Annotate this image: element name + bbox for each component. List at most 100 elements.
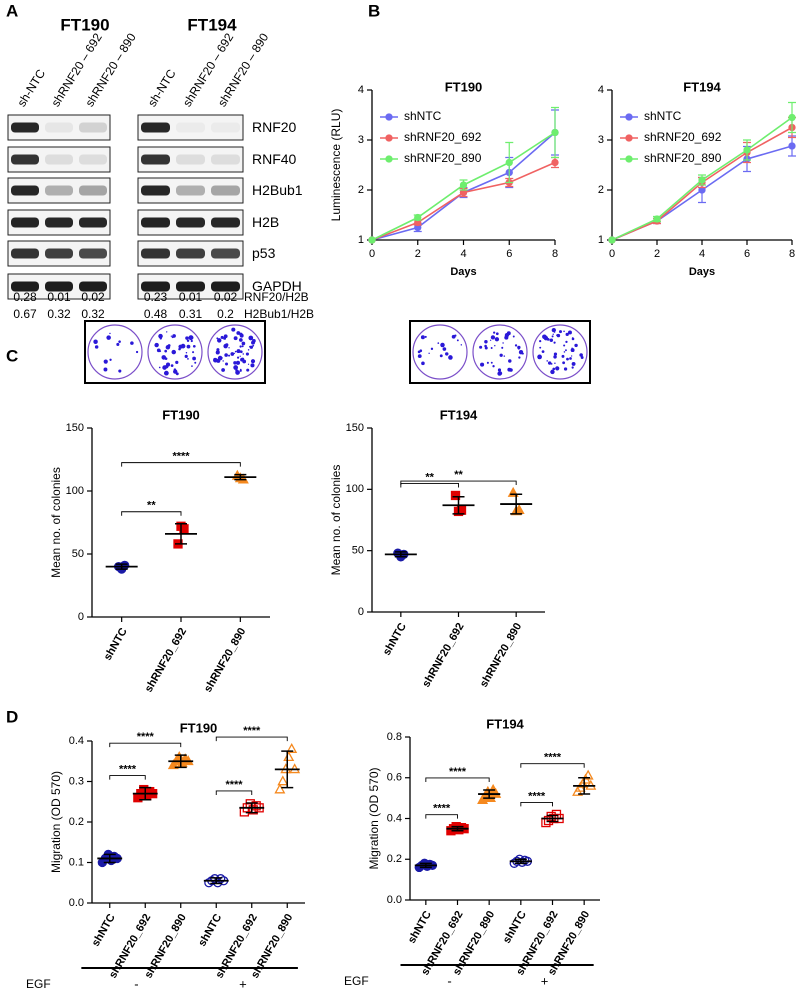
- plate: [87, 324, 143, 380]
- colony: [171, 349, 176, 355]
- ratio-value: 0.23: [144, 290, 168, 304]
- sd-bar: [139, 786, 152, 801]
- colony: [445, 352, 449, 356]
- ratio-value: 0.31: [179, 307, 203, 321]
- colony: [116, 342, 120, 346]
- y-tick-label: 50: [352, 545, 364, 557]
- chart-title: FT194: [440, 407, 478, 422]
- y-tick-label: 0: [78, 611, 84, 623]
- chart-title: FT190: [180, 720, 218, 735]
- colony: [440, 342, 445, 348]
- band: [141, 154, 170, 165]
- colony: [419, 349, 423, 352]
- band: [141, 122, 170, 133]
- colony: [106, 335, 111, 340]
- protein-label: H2Bub1: [252, 182, 303, 198]
- significance-label: ****: [137, 731, 155, 743]
- colony: [490, 335, 496, 340]
- colony: [545, 337, 547, 339]
- colony: [185, 352, 188, 354]
- colony: [192, 344, 196, 348]
- colony: [550, 369, 555, 375]
- colony: [239, 333, 244, 338]
- sd-bar: [578, 777, 591, 795]
- colony: [508, 359, 512, 363]
- panel-letter: C: [6, 346, 18, 365]
- band: [211, 122, 240, 133]
- colony: [93, 339, 98, 344]
- colony: [225, 343, 229, 347]
- band: [11, 122, 39, 133]
- colony: [239, 350, 243, 354]
- y-tick-label: 2: [598, 184, 604, 196]
- y-tick-label: 150: [346, 422, 364, 434]
- point: [277, 775, 289, 786]
- point: [551, 158, 559, 167]
- colony: [221, 368, 225, 372]
- band: [11, 154, 39, 165]
- y-axis-label: Mean no. of colonies: [329, 465, 343, 576]
- band: [45, 217, 73, 228]
- significance-bracket: [109, 775, 146, 780]
- colony: [421, 361, 425, 366]
- colony: [553, 355, 557, 359]
- significance-bracket: [215, 790, 253, 795]
- chart-title: FT190: [162, 407, 200, 422]
- legend-label: shNTC: [644, 109, 682, 123]
- colony: [225, 362, 229, 366]
- colony: [228, 347, 230, 349]
- colony: [230, 352, 235, 356]
- y-tick-label: 0.0: [69, 897, 84, 909]
- colony: [553, 341, 556, 344]
- blot-title: FT190: [60, 15, 109, 34]
- point: [459, 181, 468, 189]
- colony: [566, 357, 569, 361]
- colony: [180, 343, 186, 349]
- sd-bar: [394, 551, 407, 558]
- colony: [580, 356, 584, 359]
- band: [211, 154, 240, 165]
- significance-label: ****: [119, 763, 137, 775]
- colony: [228, 354, 231, 357]
- blot-frame: [7, 146, 111, 173]
- colony: [242, 353, 244, 355]
- colony: [239, 355, 241, 357]
- colony: [563, 330, 565, 333]
- group-label: +: [239, 976, 247, 991]
- colony: [213, 357, 217, 362]
- ratio-value: 0.01: [179, 290, 203, 304]
- colony: [250, 363, 255, 368]
- colony: [185, 336, 189, 340]
- colony: [456, 339, 459, 342]
- colony: [420, 335, 425, 340]
- colony: [579, 353, 583, 357]
- colony: [135, 350, 139, 354]
- colony: [494, 345, 496, 347]
- ratio-label: RNF20/H2B: [244, 290, 309, 304]
- band: [141, 281, 170, 292]
- ratio-value: 0.67: [13, 307, 37, 321]
- y-tick-label: 1: [598, 234, 604, 246]
- significance-bracket: [520, 763, 585, 768]
- colony: [437, 342, 440, 344]
- x-tick-label: 0: [369, 248, 375, 260]
- colony: [188, 335, 194, 341]
- x-tick-label: shRNF20_890: [202, 626, 248, 694]
- y-tick-label: 50: [72, 548, 84, 560]
- colony: [235, 360, 241, 365]
- colony: [247, 363, 250, 365]
- band: [79, 217, 107, 228]
- colony: [233, 361, 237, 365]
- colony: [486, 361, 489, 364]
- legend-marker: [625, 134, 633, 142]
- colony: [215, 350, 220, 355]
- colony: [553, 352, 558, 356]
- band: [176, 122, 205, 133]
- band: [211, 185, 240, 196]
- group-label: +: [541, 973, 549, 988]
- significance-bracket: [121, 511, 182, 516]
- colony: [186, 339, 190, 343]
- colony: [248, 335, 254, 341]
- band: [211, 281, 240, 292]
- colony: [565, 349, 567, 352]
